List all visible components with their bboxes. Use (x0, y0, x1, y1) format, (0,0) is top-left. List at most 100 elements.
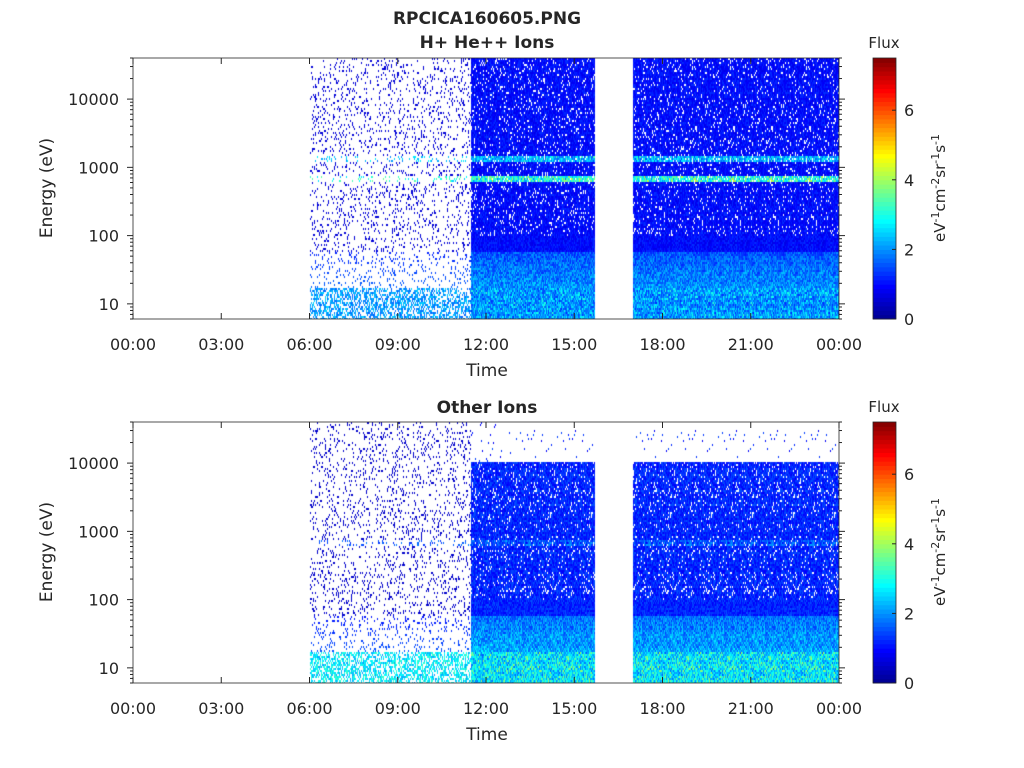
y-axis-label-other: Energy (eV) (37, 502, 57, 602)
colorbar-band (873, 448, 896, 453)
colorbar-band (873, 661, 896, 667)
colorbar-band (873, 578, 896, 584)
colorbar-band (873, 474, 896, 480)
colorbar-band (873, 617, 896, 623)
x-tick-label: 06:00 (286, 699, 332, 718)
colorbar-band (873, 526, 896, 532)
colorbar-tick-label: 6 (904, 465, 914, 484)
colorbar-tick-label: 4 (904, 171, 914, 190)
colorbar-band (873, 574, 896, 580)
colorbar-band (873, 71, 896, 76)
colorbar-band (873, 58, 896, 63)
y-tick-label: 10 (99, 659, 119, 678)
colorbar-band (873, 630, 896, 636)
colorbar-unit-other: eV-1cm-2sr-1s-1 (929, 498, 949, 606)
colorbar-band (873, 487, 896, 493)
colorbar-band (873, 461, 896, 466)
colorbar-band (873, 288, 896, 294)
colorbar-band (873, 245, 896, 250)
colorbar-band (873, 422, 896, 427)
x-tick-label: 15:00 (551, 335, 597, 354)
colorbar-band (873, 145, 896, 150)
spectrogram-plot-other (132, 421, 840, 684)
y-tick-label: 10000 (68, 454, 119, 473)
x-axis-other: 00:00 03:00 06:00 09:00 12:00 15:00 18:00 21:00… (110, 422, 862, 718)
colorbar-band (873, 604, 896, 610)
colorbar-band (873, 136, 896, 142)
colorbar-band (873, 635, 896, 640)
colorbar-band (873, 162, 896, 168)
colorbar-band (873, 297, 896, 303)
colorbar-band (873, 305, 896, 311)
colorbar-band (873, 79, 896, 85)
spectrogram-plot-h-he (132, 57, 840, 320)
spectrogram-raster (133, 422, 839, 683)
colorbar-tick-label: 2 (904, 604, 914, 623)
x-tick-label: 12:00 (463, 335, 509, 354)
x-tick-label: 00:00 (816, 335, 862, 354)
y-axis-h-he: 10 100 1000 10000 (68, 57, 845, 320)
colorbar-band (873, 443, 896, 449)
colorbar-band (873, 101, 896, 107)
x-tick-label: 03:00 (198, 699, 244, 718)
colorbar-band (873, 218, 896, 224)
x-tick-label: 06:00 (286, 335, 332, 354)
y-tick-label: 100 (88, 227, 119, 246)
colorbar-band (873, 266, 896, 272)
colorbar-band (873, 600, 896, 606)
colorbar-band (873, 535, 896, 540)
colorbar-band (873, 548, 896, 553)
colorbar-band (873, 249, 896, 255)
colorbar-band (873, 140, 896, 146)
spectrogram-raster (133, 58, 839, 319)
panel-h-he-ions: H+ He++ Ions 00:00 03:00 06:00 09:00 12:00 15… (37, 33, 949, 381)
colorbar-band (873, 517, 896, 523)
colorbar-band (873, 561, 896, 567)
colorbar-band (873, 284, 896, 290)
y-tick-label: 10000 (68, 90, 119, 109)
colorbar-band (873, 678, 896, 684)
colorbar-frame (872, 57, 897, 320)
colorbar-band (873, 435, 896, 440)
y-tick-label: 1000 (78, 522, 119, 541)
colorbar-band (873, 491, 896, 497)
colorbar-band (873, 582, 896, 588)
colorbar-band (873, 587, 896, 593)
colorbar-band (873, 179, 896, 185)
x-axis-label-h-he: Time (465, 361, 508, 381)
y-tick-label: 1000 (78, 158, 119, 177)
x-tick-label: 03:00 (198, 335, 244, 354)
figure-filename: RPCICA160605.PNG (393, 9, 581, 29)
colorbar-band (873, 622, 896, 627)
x-tick-label: 00:00 (110, 335, 156, 354)
colorbar-band (873, 192, 896, 198)
colorbar-band (873, 639, 896, 645)
colorbar-band (873, 149, 896, 155)
colorbar-band (873, 509, 896, 514)
colorbar-other: 0 2 4 6 (872, 421, 914, 693)
colorbar-band (873, 513, 896, 519)
colorbar-band (873, 648, 896, 654)
colorbar-band (873, 214, 896, 220)
colorbar-band (873, 210, 896, 216)
colorbar-band (873, 105, 896, 111)
panel-title-other: Other Ions (437, 398, 538, 418)
y-axis-label-h-he: Energy (eV) (37, 138, 57, 238)
colorbar-band (873, 84, 896, 89)
colorbar-band (873, 275, 896, 281)
colorbar-band (873, 596, 896, 601)
colorbar-title-other: Flux (868, 398, 899, 416)
colorbar-band (873, 127, 896, 133)
colorbar-band (873, 258, 896, 263)
colorbar-band (873, 609, 896, 614)
colorbar-band (873, 565, 896, 571)
panel-title-h-he: H+ He++ Ions (420, 33, 555, 53)
colorbar-band (873, 223, 896, 229)
y-axis-other: 10 100 1000 10000 (68, 421, 845, 684)
colorbar-tick-label: 0 (904, 674, 914, 693)
panel-other-ions: Other Ions 00:00 03:00 06:00 09:00 12:00 15:0… (37, 398, 949, 745)
colorbar-band (873, 465, 896, 471)
colorbar-band (873, 569, 896, 575)
colorbar-band (873, 626, 896, 632)
colorbar-band (873, 522, 896, 527)
